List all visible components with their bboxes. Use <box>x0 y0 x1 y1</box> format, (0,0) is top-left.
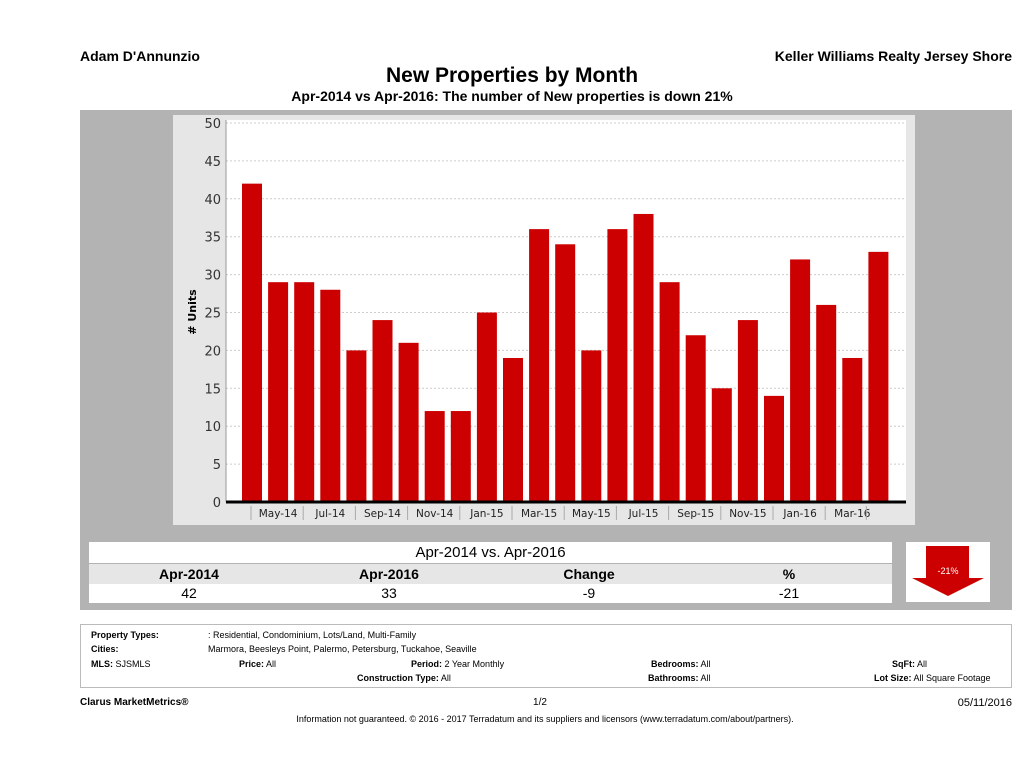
bar-aug-15 <box>659 282 680 502</box>
x-tick-label: Sep-14 <box>364 508 401 520</box>
bar-mar-15 <box>529 229 550 502</box>
x-tick-label: Nov-14 <box>416 508 454 520</box>
agent-name: Adam D'Annunzio <box>80 48 200 64</box>
bar-dec-14 <box>450 411 471 502</box>
bar-nov-14 <box>424 411 445 502</box>
report-date: 05/11/2016 <box>957 697 1012 709</box>
filter-value: SJSMLS <box>115 659 151 669</box>
x-tick-label: Jan-16 <box>782 508 817 520</box>
bar-dec-15 <box>764 395 784 502</box>
x-tick-label: Jul-14 <box>314 508 345 520</box>
y-axis-label: # Units <box>186 289 199 335</box>
bar-jan-15 <box>476 312 497 502</box>
filter-label: Bedrooms: <box>651 659 699 669</box>
summary-value: -21 <box>778 585 800 601</box>
bar-feb-15 <box>503 357 523 502</box>
filter-label: Period: <box>411 659 443 669</box>
summary-col-header: Apr-2014 <box>159 566 219 582</box>
filter-label: MLS: <box>91 659 113 669</box>
filter-label: Property Types: <box>91 630 159 640</box>
page-number: 1/2 <box>533 697 547 708</box>
y-tick-label: 35 <box>204 231 221 246</box>
filter-value: All Square Footage <box>913 673 991 683</box>
y-tick-label: 45 <box>204 155 221 170</box>
summary-col-header: Change <box>563 566 615 582</box>
filter-value: : Residential, Condominium, Lots/Land, M… <box>208 630 417 640</box>
filter-value: All <box>266 659 277 669</box>
filter-label: Bathrooms: <box>648 673 699 683</box>
summary-heading: Apr-2014 vs. Apr-2016 <box>415 544 566 561</box>
x-tick-label: Sep-15 <box>677 508 714 520</box>
bar-may-15 <box>581 350 602 502</box>
filters-box: Property Types: : Residential, Condomini… <box>80 624 1012 688</box>
bar-feb-16 <box>816 304 837 502</box>
filter-value: All <box>700 659 711 669</box>
summary-heading-box: Apr-2014 vs. Apr-2016 <box>89 542 892 563</box>
x-tick-label: Nov-15 <box>729 508 766 520</box>
summary-value: 33 <box>381 585 397 601</box>
filter-label: Lot Size: <box>874 673 912 683</box>
bar-apr-15 <box>555 244 576 502</box>
footer-brand: Clarus MarketMetrics® <box>80 697 189 708</box>
y-tick-label: 15 <box>204 382 221 397</box>
bar-jan-16 <box>790 259 811 502</box>
filter-label: Price: <box>239 659 265 669</box>
filter-value: Marmora, Beesleys Point, Palermo, Peters… <box>208 644 477 654</box>
summary-value: -9 <box>582 585 596 601</box>
filter-value: 2 Year Monthly <box>444 659 505 669</box>
bar-oct-14 <box>398 342 419 502</box>
bar-sep-14 <box>372 320 393 502</box>
disclaimer: Information not guaranteed. © 2016 - 201… <box>296 714 794 724</box>
arrow-label: -21% <box>937 566 959 576</box>
y-tick-label: 20 <box>204 344 221 359</box>
down-arrow-icon <box>912 546 984 596</box>
x-tick-label: May-14 <box>259 508 298 520</box>
change-arrow-box: -21% <box>906 542 990 602</box>
bar-oct-15 <box>711 388 732 502</box>
summary-header-row: Apr-2014 Apr-2016 Change % <box>89 564 892 584</box>
y-tick-label: 0 <box>213 496 221 511</box>
summary-col-header: Apr-2016 <box>359 566 419 582</box>
bar-sep-15 <box>685 335 706 502</box>
summary-values-row: 42 33 -9 -21 <box>89 584 892 603</box>
summary-value: 42 <box>181 585 197 601</box>
bar-aug-14 <box>346 350 367 502</box>
bar-jun-15 <box>607 229 628 502</box>
chart-subtitle: Apr-2014 vs Apr-2016: The number of New … <box>291 88 733 104</box>
filter-value: All <box>917 659 928 669</box>
y-tick-label: 30 <box>204 269 221 284</box>
bar-may-14 <box>268 282 289 502</box>
bar-nov-15 <box>737 320 758 502</box>
company-name: Keller Williams Realty Jersey Shore <box>774 48 1012 64</box>
filter-label: Cities: <box>91 644 119 654</box>
y-tick-label: 50 <box>204 117 221 132</box>
filter-label: SqFt: <box>892 659 915 669</box>
filter-value: All <box>440 673 451 683</box>
y-tick-label: 40 <box>204 193 221 208</box>
filter-value: All <box>700 673 711 683</box>
bar-jul-14 <box>320 289 341 502</box>
x-tick-label: Jan-15 <box>469 508 503 520</box>
bar-jul-15 <box>633 213 654 502</box>
chart-title: New Properties by Month <box>385 64 639 87</box>
y-tick-label: 25 <box>204 307 221 322</box>
bar-mar-16 <box>842 357 863 502</box>
bar-apr-16 <box>868 251 889 502</box>
y-tick-label: 10 <box>204 420 221 435</box>
x-tick-label: Mar-15 <box>521 508 557 520</box>
x-tick-label: May-15 <box>572 508 611 520</box>
bar-apr-14 <box>242 183 262 502</box>
x-tick-label: Mar-16 <box>834 508 871 520</box>
bar-jun-14 <box>294 282 315 502</box>
summary-col-header: % <box>782 566 796 582</box>
y-tick-label: 5 <box>213 458 221 473</box>
filter-label: Construction Type: <box>357 673 439 683</box>
x-tick-label: Jul-15 <box>628 508 659 520</box>
